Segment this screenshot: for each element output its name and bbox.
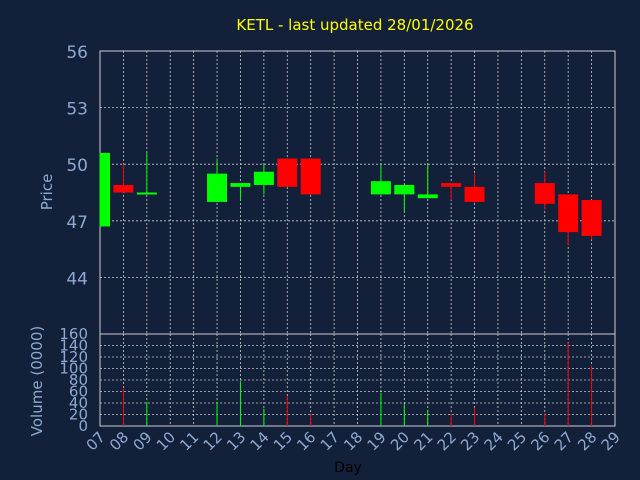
candle-body (230, 183, 251, 187)
price-tick-label: 44 (66, 269, 88, 289)
candle-body (136, 192, 157, 195)
volume-tick-label: 60 (69, 383, 88, 401)
price-tick-label: 47 (66, 213, 88, 233)
price-tick-label: 53 (66, 100, 88, 120)
price-y-axis-label: Price (38, 174, 56, 211)
volume-y-axis-label: Volume (0000) (28, 326, 46, 436)
price-tick-label: 50 (66, 156, 88, 176)
candle-body (534, 183, 555, 204)
day-tick-label: 09 (129, 428, 155, 454)
day-tick-label: 12 (200, 428, 226, 454)
day-tick-label: 22 (434, 428, 460, 454)
candle-body (207, 173, 228, 202)
day-tick-label: 11 (176, 428, 202, 454)
candle-body (370, 181, 391, 195)
volume-tick-label: 40 (69, 394, 88, 412)
price-panel: 44 47 50 53 56 Price (38, 43, 616, 335)
day-x-ticks: 0708091011121314151617181920212223242526… (83, 428, 624, 454)
volume-tick-label: 20 (69, 406, 88, 424)
candle-body (300, 158, 321, 195)
day-tick-label: 20 (387, 428, 413, 454)
volume-tick-label: 140 (59, 337, 88, 355)
candle-body (417, 194, 438, 199)
volume-tick-label: 0 (78, 417, 88, 435)
day-tick-label: 27 (551, 428, 577, 454)
candle-body (441, 183, 462, 187)
day-tick-label: 19 (364, 428, 390, 454)
volume-tick-label: 80 (69, 371, 88, 389)
day-tick-label: 14 (246, 428, 272, 454)
price-y-ticks: 44 47 50 53 56 (66, 43, 88, 289)
volume-tick-label: 120 (59, 348, 88, 366)
day-tick-label: 15 (270, 428, 296, 454)
candle-body (253, 171, 274, 185)
volume-tick-label: 100 (59, 360, 88, 378)
day-tick-label: 18 (340, 428, 366, 454)
day-tick-label: 17 (317, 428, 343, 454)
candle-body (558, 194, 579, 233)
day-tick-label: 10 (153, 428, 179, 454)
price-candles (99, 152, 602, 246)
volume-bars (122, 342, 593, 426)
candle-body (100, 152, 110, 227)
candle-body (113, 184, 134, 193)
candle-body (394, 184, 415, 195)
day-tick-label: 08 (106, 428, 132, 454)
x-axis-label: Day (334, 460, 362, 476)
day-tick-label: 21 (410, 428, 436, 454)
day-tick-label: 23 (457, 428, 483, 454)
day-tick-label: 29 (598, 428, 624, 454)
price-tick-label: 56 (66, 43, 88, 63)
volume-grid (100, 333, 615, 427)
volume-tick-label: 160 (59, 325, 88, 343)
candle-body (277, 158, 298, 187)
day-tick-label: 24 (481, 428, 507, 454)
candle-body (464, 186, 485, 202)
day-tick-label: 28 (574, 428, 600, 454)
day-tick-label: 25 (504, 428, 530, 454)
day-tick-label: 26 (527, 428, 553, 454)
chart-title: KETL - last updated 28/01/2026 (236, 16, 473, 34)
day-tick-label: 16 (293, 428, 319, 454)
candle-body (581, 200, 602, 236)
day-tick-label: 13 (223, 428, 249, 454)
